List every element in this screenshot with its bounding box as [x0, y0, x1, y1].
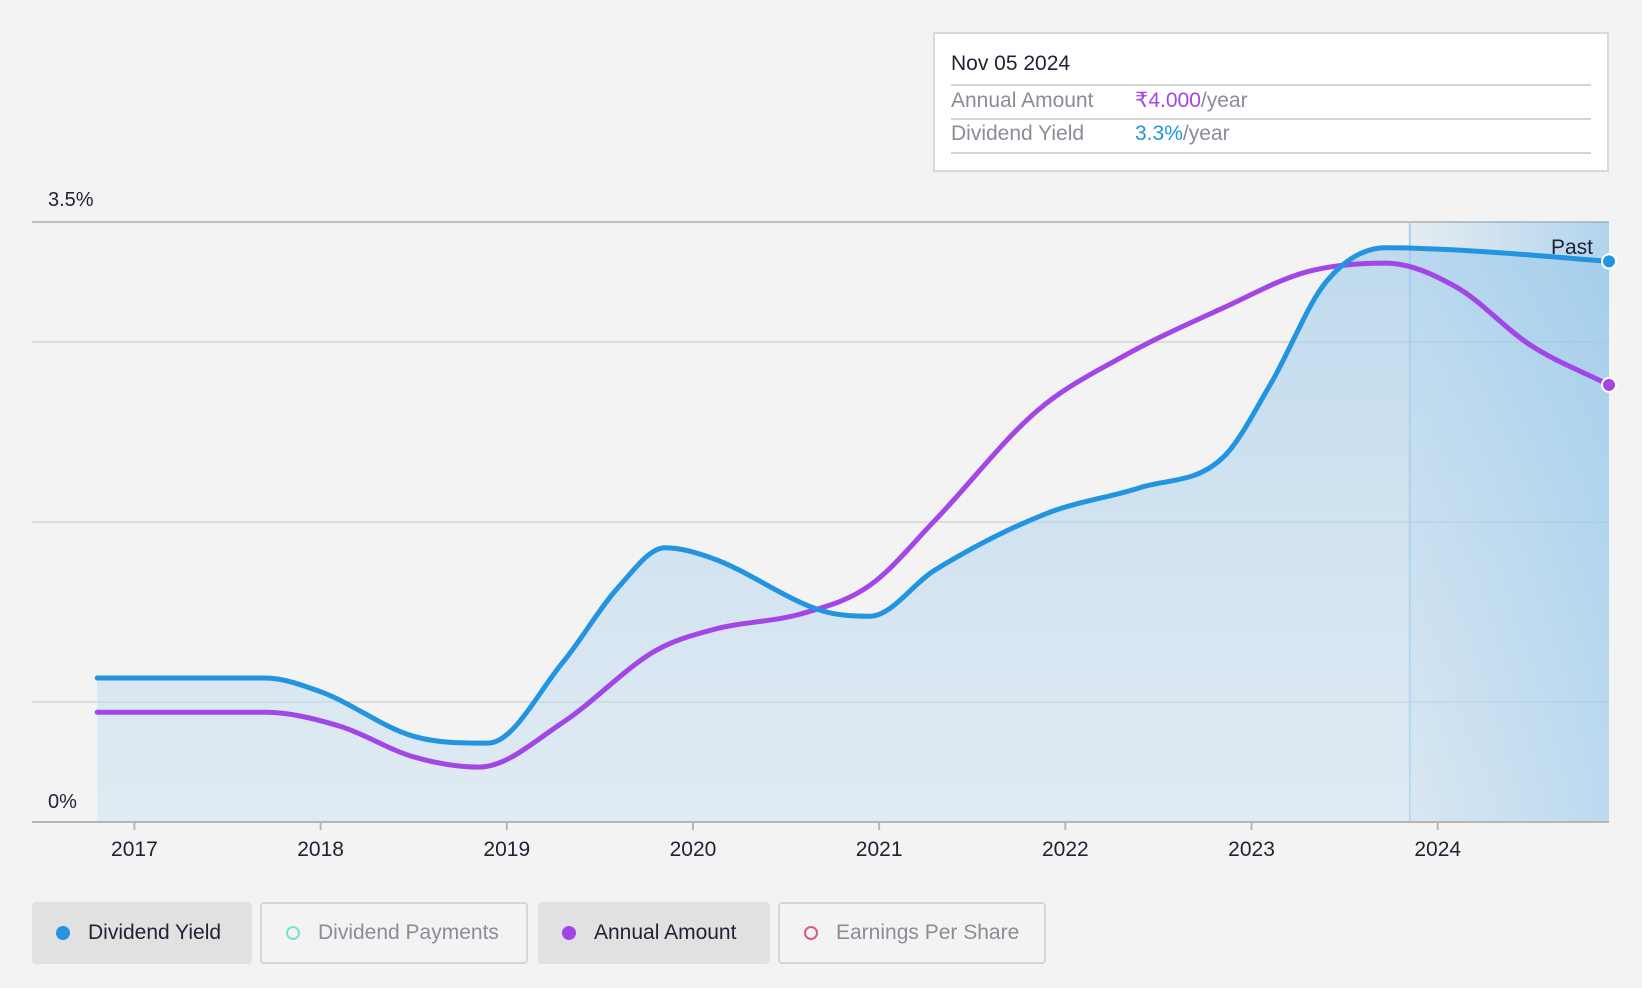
tooltip-value: 3.3%	[1135, 122, 1183, 145]
tooltip-row-dividend-yield: Dividend Yield 3.3%/year	[951, 122, 1230, 146]
x-tick-label: 2021	[856, 838, 903, 861]
x-tick-label: 2023	[1228, 838, 1275, 861]
y-tick-label-top: 3.5%	[48, 189, 94, 211]
legend-dividend-payments-button[interactable]: Dividend Payments	[260, 902, 528, 964]
legend-label: Dividend Payments	[318, 921, 499, 944]
tooltip-divider	[951, 152, 1591, 154]
tooltip-divider	[951, 84, 1591, 86]
legend-annual-amount-button[interactable]: Annual Amount	[538, 902, 770, 964]
dividend-yield-end-marker[interactable]	[1601, 253, 1617, 270]
tooltip-label: Annual Amount	[951, 89, 1094, 112]
legend-label: Annual Amount	[594, 921, 737, 944]
dividend-payments-dot-icon	[286, 926, 300, 940]
legend-label: Dividend Yield	[88, 921, 222, 944]
x-tick-label: 2020	[670, 838, 717, 861]
y-tick-label-bottom: 0%	[48, 791, 77, 813]
x-tick-label: 2018	[297, 838, 344, 861]
annual-amount-dot-icon	[562, 926, 576, 940]
past-label: Past	[1551, 236, 1593, 259]
x-tick-label: 2017	[111, 838, 158, 861]
x-ticks: 2017 2018 2019 2020 2021 2022 2023 2024	[111, 822, 1461, 861]
dividend-yield-area	[97, 247, 1610, 822]
dividend-yield-line	[94, 245, 1612, 746]
legend-label: Earnings Per Share	[836, 921, 1020, 944]
tooltip-label: Dividend Yield	[951, 122, 1085, 145]
legend-earnings-per-share-button[interactable]: Earnings Per Share	[778, 902, 1046, 964]
tooltip: Nov 05 2024 Annual Amount ₹4.000/year Div…	[933, 32, 1609, 172]
x-tick-label: 2022	[1042, 838, 1089, 861]
annual-amount-line	[94, 260, 1612, 770]
tooltip-date: Nov 05 2024	[951, 52, 1071, 75]
dividend-yield-dot-icon	[56, 926, 70, 940]
tooltip-row-annual-amount: Annual Amount ₹4.000/year	[951, 88, 1248, 113]
legend-dividend-yield-button[interactable]: Dividend Yield	[32, 902, 252, 964]
annual-amount-end-marker[interactable]	[1601, 376, 1617, 393]
earnings-per-share-dot-icon	[804, 926, 818, 940]
tooltip-value: ₹4.000	[1135, 89, 1201, 112]
tooltip-unit: /year	[1200, 89, 1248, 112]
x-tick-label: 2024	[1414, 838, 1461, 861]
x-tick-label: 2019	[483, 838, 530, 861]
tooltip-divider	[951, 118, 1591, 120]
tooltip-unit: /year	[1182, 122, 1230, 145]
